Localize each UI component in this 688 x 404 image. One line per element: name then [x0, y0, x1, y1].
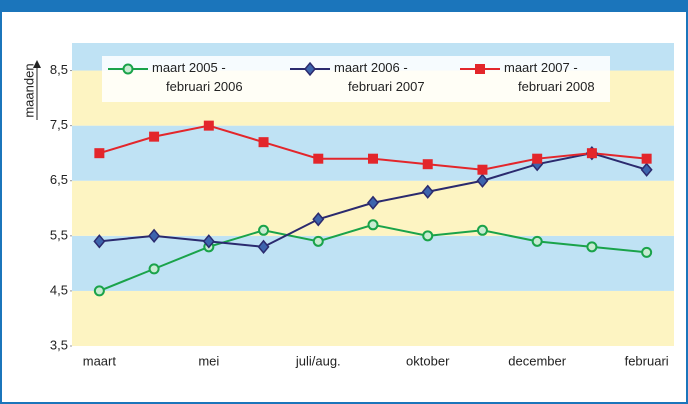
- marker: [367, 219, 379, 231]
- band: [72, 290, 674, 346]
- y-tick-label: 4,5: [50, 282, 68, 297]
- marker: [258, 137, 269, 148]
- x-tick-label: februari: [625, 353, 669, 368]
- marker: [477, 164, 488, 175]
- marker: [367, 195, 379, 210]
- y-tick-label: 7,5: [50, 117, 68, 132]
- marker: [641, 153, 652, 164]
- y-tick-label: 6,5: [50, 172, 68, 187]
- marker: [94, 148, 105, 159]
- marker: [148, 263, 160, 275]
- y-arrow-head: [33, 60, 41, 68]
- marker: [312, 212, 325, 227]
- legend-label: maart 2006 -februari 2007: [334, 60, 425, 94]
- marker: [640, 162, 653, 177]
- marker: [641, 246, 653, 258]
- legend-box: [102, 56, 610, 102]
- y-tick-label: 3,5: [50, 337, 68, 352]
- marker: [531, 235, 543, 247]
- y-tick-label: 8,5: [50, 62, 68, 77]
- marker: [93, 285, 105, 297]
- marker: [422, 230, 434, 242]
- x-tick-label: maart: [83, 353, 117, 368]
- legend-label: maart 2005 -februari 2006: [152, 60, 243, 94]
- x-tick-label: oktober: [406, 353, 450, 368]
- marker: [421, 184, 434, 199]
- marker: [304, 61, 316, 77]
- marker: [586, 241, 598, 253]
- marker: [586, 148, 597, 159]
- marker: [476, 224, 488, 236]
- legend-label: maart 2007 -februari 2008: [504, 60, 595, 94]
- marker: [258, 224, 270, 236]
- marker: [202, 234, 215, 249]
- header-bar: [0, 0, 688, 12]
- band: [72, 235, 674, 291]
- marker: [475, 64, 485, 74]
- marker: [532, 153, 543, 164]
- marker: [149, 131, 160, 142]
- marker: [422, 159, 433, 170]
- marker: [93, 234, 106, 249]
- marker: [122, 63, 134, 75]
- marker: [476, 173, 489, 188]
- marker: [257, 239, 270, 255]
- marker: [203, 120, 214, 131]
- x-tick-label: december: [508, 353, 566, 368]
- y-tick-label: 5,5: [50, 227, 68, 242]
- x-tick-label: juli/aug.: [295, 353, 341, 368]
- y-axis-label: maanden: [21, 63, 36, 117]
- marker: [312, 235, 324, 247]
- marker: [368, 153, 378, 164]
- x-tick-label: mei: [198, 353, 219, 368]
- marker: [313, 153, 324, 164]
- band: [72, 125, 674, 181]
- marker: [148, 228, 161, 243]
